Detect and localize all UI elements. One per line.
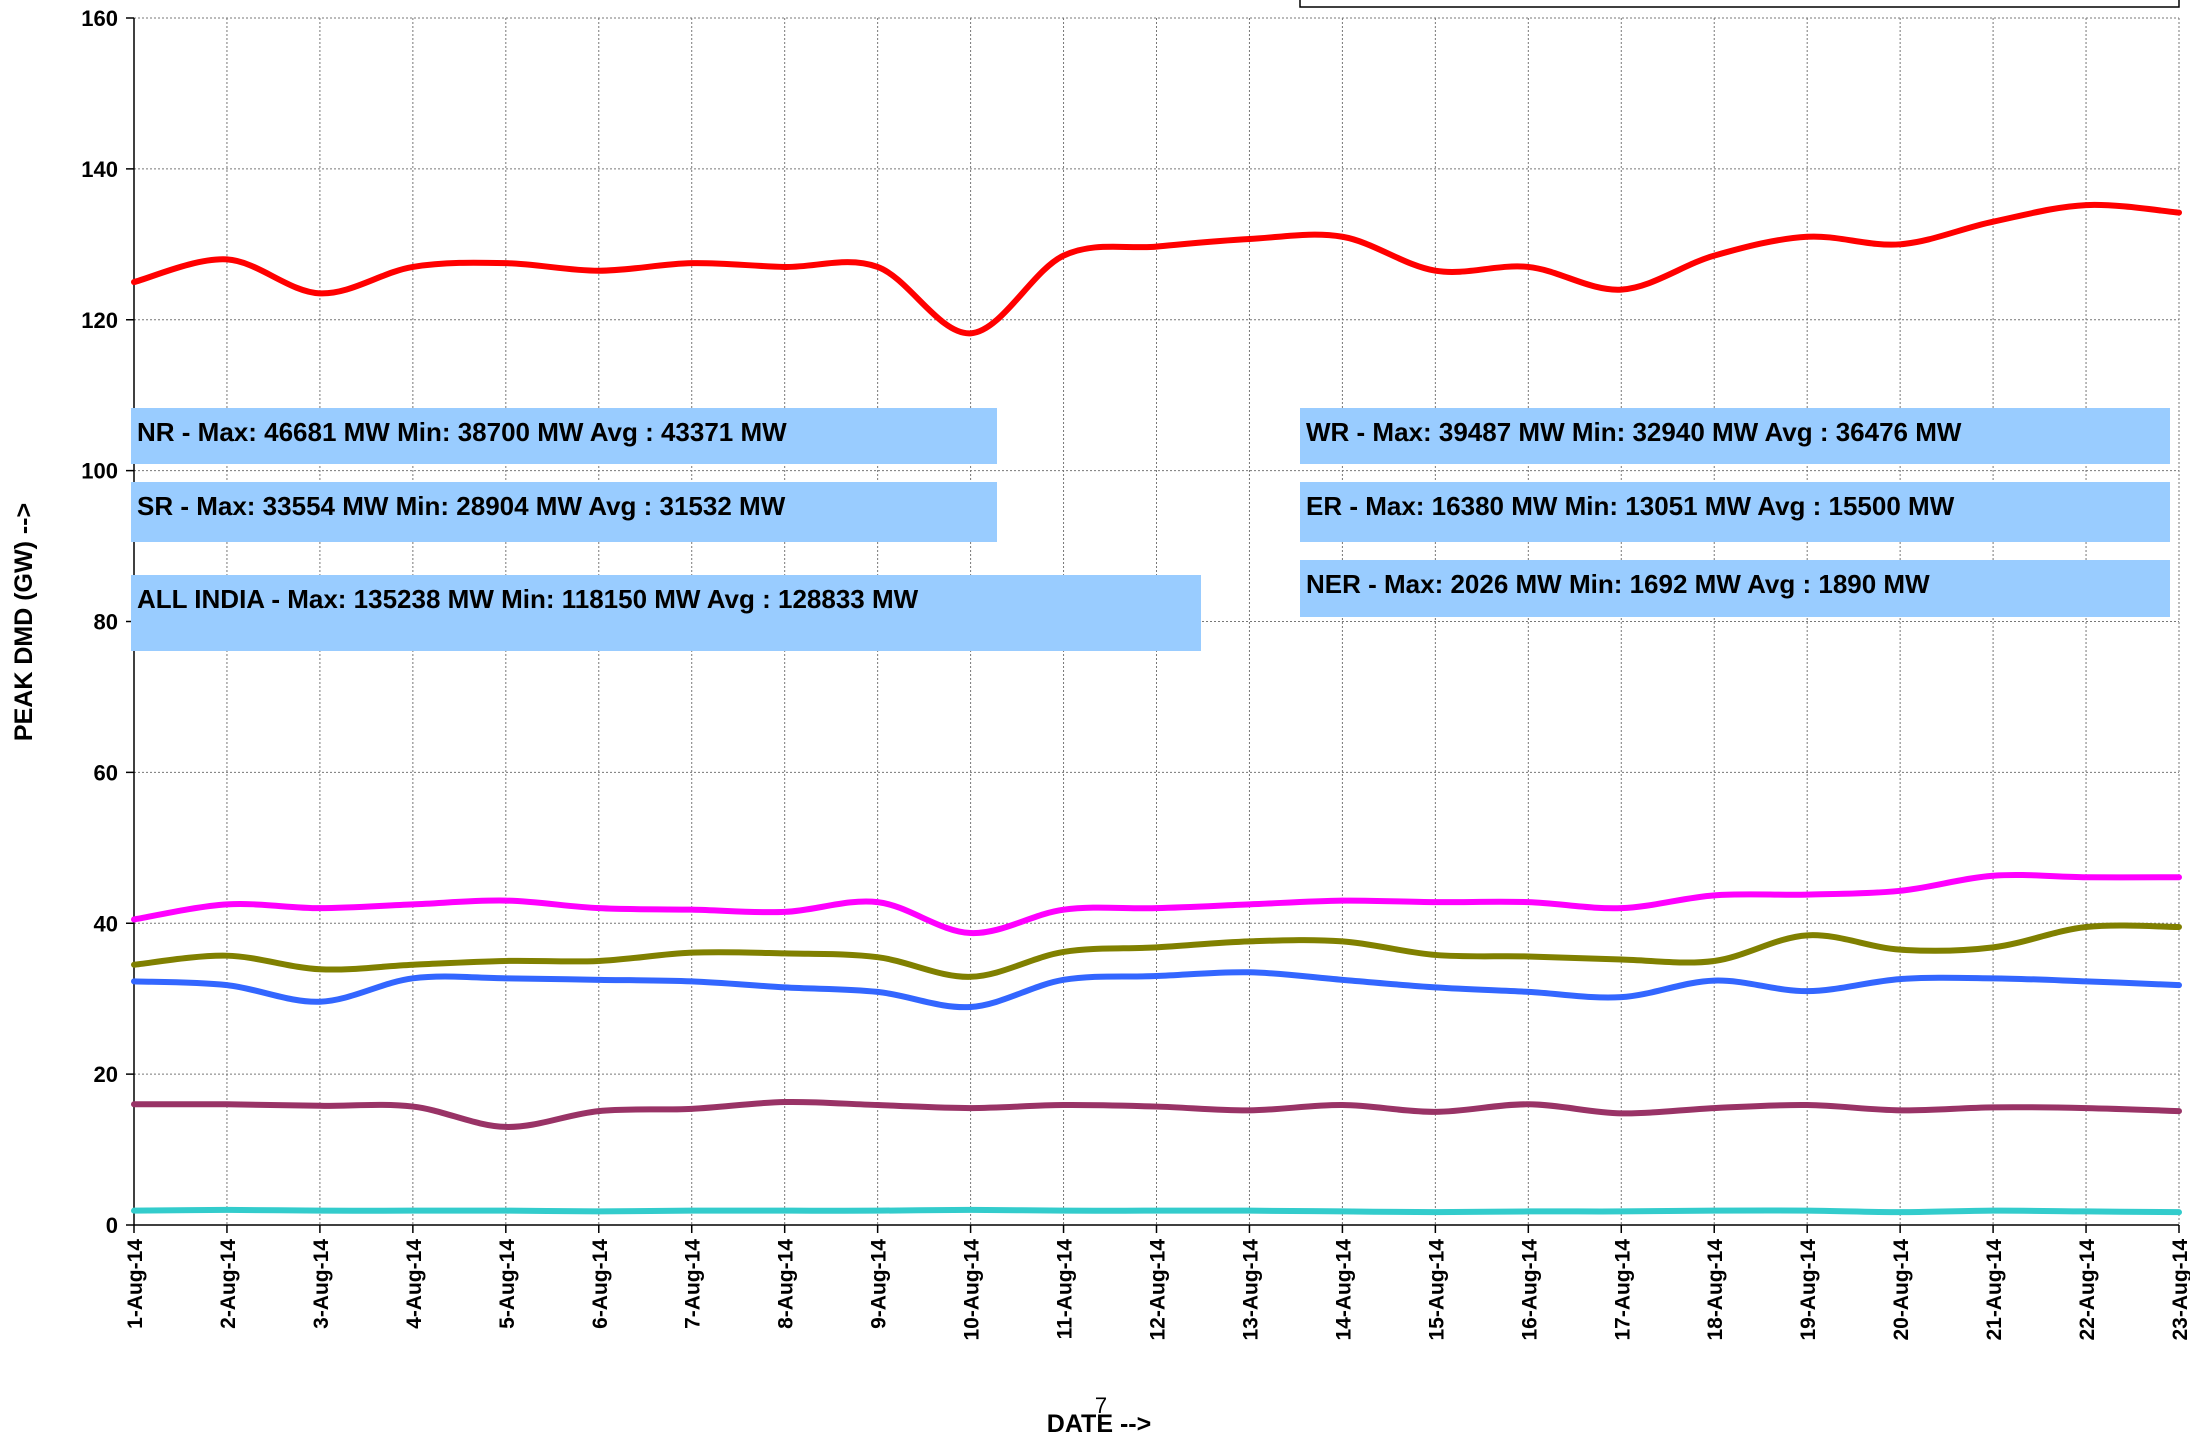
series-line <box>131 871 2182 937</box>
series-line <box>131 922 2182 980</box>
annotation-box <box>131 482 997 542</box>
x-tick-label: 12-Aug-14 <box>1147 1239 1170 1341</box>
x-tick-label: 16-Aug-14 <box>1518 1239 1541 1341</box>
series-line <box>131 969 2182 1011</box>
annotation-text: NER - Max: 2026 MW Min: 1692 MW Avg : 18… <box>1306 569 1930 599</box>
x-tick-label: 5-Aug-14 <box>496 1239 519 1329</box>
y-tick-label: 0 <box>106 1213 118 1238</box>
y-tick-label: 80 <box>94 610 118 635</box>
x-tick-label: 11-Aug-14 <box>1054 1239 1077 1340</box>
annotation-box <box>131 408 997 464</box>
x-tick-label: 23-Aug-14 <box>2169 1239 2190 1341</box>
annotation-text: WR - Max: 39487 MW Min: 32940 MW Avg : 3… <box>1306 417 1962 447</box>
y-tick-label: 120 <box>81 308 118 333</box>
x-tick-label: 19-Aug-14 <box>1797 1239 1820 1341</box>
x-tick-label: 2-Aug-14 <box>217 1239 240 1329</box>
x-tick-label: 7-Aug-14 <box>682 1239 705 1329</box>
annotation-text: ALL INDIA - Max: 135238 MW Min: 118150 M… <box>137 584 919 614</box>
annotation-text: SR - Max: 33554 MW Min: 28904 MW Avg : 3… <box>137 491 786 521</box>
annotation-text: ER - Max: 16380 MW Min: 13051 MW Avg : 1… <box>1306 491 1955 521</box>
x-tick-label: 6-Aug-14 <box>589 1239 612 1329</box>
annotations: NR - Max: 46681 MW Min: 38700 MW Avg : 4… <box>131 408 2170 651</box>
annotation-box <box>1300 560 2170 617</box>
annotation-box <box>1300 482 2170 542</box>
annotation-box <box>1300 408 2170 464</box>
annotation-box <box>131 575 1201 651</box>
y-tick-label: 100 <box>81 459 118 484</box>
x-axis-label: DATE --> <box>1047 1410 1151 1438</box>
x-tick-label: 3-Aug-14 <box>310 1239 333 1329</box>
x-tick-label: 1-Aug-14 <box>124 1239 147 1329</box>
x-tick-label: 21-Aug-14 <box>1983 1239 2006 1341</box>
series-line <box>131 201 2182 337</box>
y-tick-label: 60 <box>94 760 118 785</box>
series-line <box>131 1206 2182 1216</box>
x-tick-label: 22-Aug-14 <box>2076 1239 2099 1341</box>
x-tick-label: 18-Aug-14 <box>1704 1239 1727 1341</box>
x-tick-label: 8-Aug-14 <box>775 1239 798 1329</box>
x-tick-label: 17-Aug-14 <box>1611 1239 1634 1341</box>
x-tick-label: 20-Aug-14 <box>1890 1239 1913 1341</box>
legend-box <box>1299 0 2180 8</box>
x-tick-label: 13-Aug-14 <box>1239 1239 1262 1341</box>
x-tick-label: 10-Aug-14 <box>961 1239 984 1341</box>
x-tick-label: 14-Aug-14 <box>1332 1239 1355 1341</box>
x-tick-label: 15-Aug-14 <box>1425 1239 1448 1341</box>
series-line <box>131 1098 2182 1130</box>
y-tick-label: 20 <box>94 1062 118 1087</box>
y-tick-label: 160 <box>81 6 118 31</box>
y-tick-label: 40 <box>94 911 118 936</box>
annotation-text: NR - Max: 46681 MW Min: 38700 MW Avg : 4… <box>137 417 787 447</box>
page-number: 7 <box>1095 1393 1107 1418</box>
y-tick-label: 140 <box>81 157 118 182</box>
x-tick-label: 4-Aug-14 <box>403 1239 426 1329</box>
grid: 0 20 40 60 80 100 120 140 160 1-Aug-14 2-Aug-14 3-A… <box>81 6 2190 1341</box>
x-tick-label: 9-Aug-14 <box>868 1239 891 1329</box>
lines <box>131 201 2182 1216</box>
y-axis-label: PEAK DMD (GW) --> <box>10 503 38 741</box>
